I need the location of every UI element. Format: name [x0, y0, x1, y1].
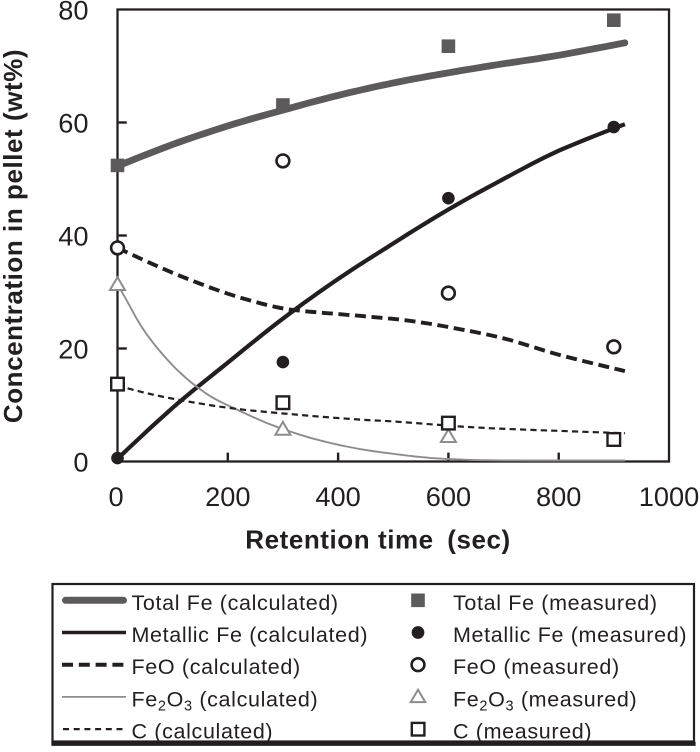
svg-text:FeO (calculated): FeO (calculated) — [132, 655, 301, 679]
svg-text:Total Fe (calculated): Total Fe (calculated) — [132, 591, 339, 615]
svg-text:0: 0 — [73, 447, 88, 478]
svg-text:800: 800 — [536, 481, 581, 512]
svg-text:FeO (measured): FeO (measured) — [453, 655, 620, 679]
svg-text:600: 600 — [426, 481, 471, 512]
svg-text:Metallic Fe (measured): Metallic Fe (measured) — [453, 623, 687, 647]
svg-text:0: 0 — [108, 481, 123, 512]
svg-text:Fe2O3 (calculated): Fe2O3 (calculated) — [132, 687, 319, 714]
svg-text:400: 400 — [315, 481, 360, 512]
svg-text:60: 60 — [58, 108, 88, 139]
svg-text:40: 40 — [58, 221, 88, 252]
svg-text:Concentration in pellet (wt%): Concentration in pellet (wt%) — [0, 49, 28, 423]
svg-text:C (calculated): C (calculated) — [132, 720, 274, 744]
svg-text:200: 200 — [205, 481, 250, 512]
svg-text:Metallic Fe (calculated): Metallic Fe (calculated) — [132, 623, 369, 647]
svg-text:20: 20 — [58, 334, 88, 365]
svg-text:Retention time (sec): Retention time (sec) — [245, 525, 510, 555]
svg-text:Total Fe (measured): Total Fe (measured) — [453, 591, 658, 615]
svg-text:1000: 1000 — [639, 481, 699, 512]
svg-text:80: 80 — [58, 0, 88, 26]
svg-text:C (measured): C (measured) — [453, 720, 592, 744]
svg-text:Fe2O3 (measured): Fe2O3 (measured) — [453, 687, 637, 714]
